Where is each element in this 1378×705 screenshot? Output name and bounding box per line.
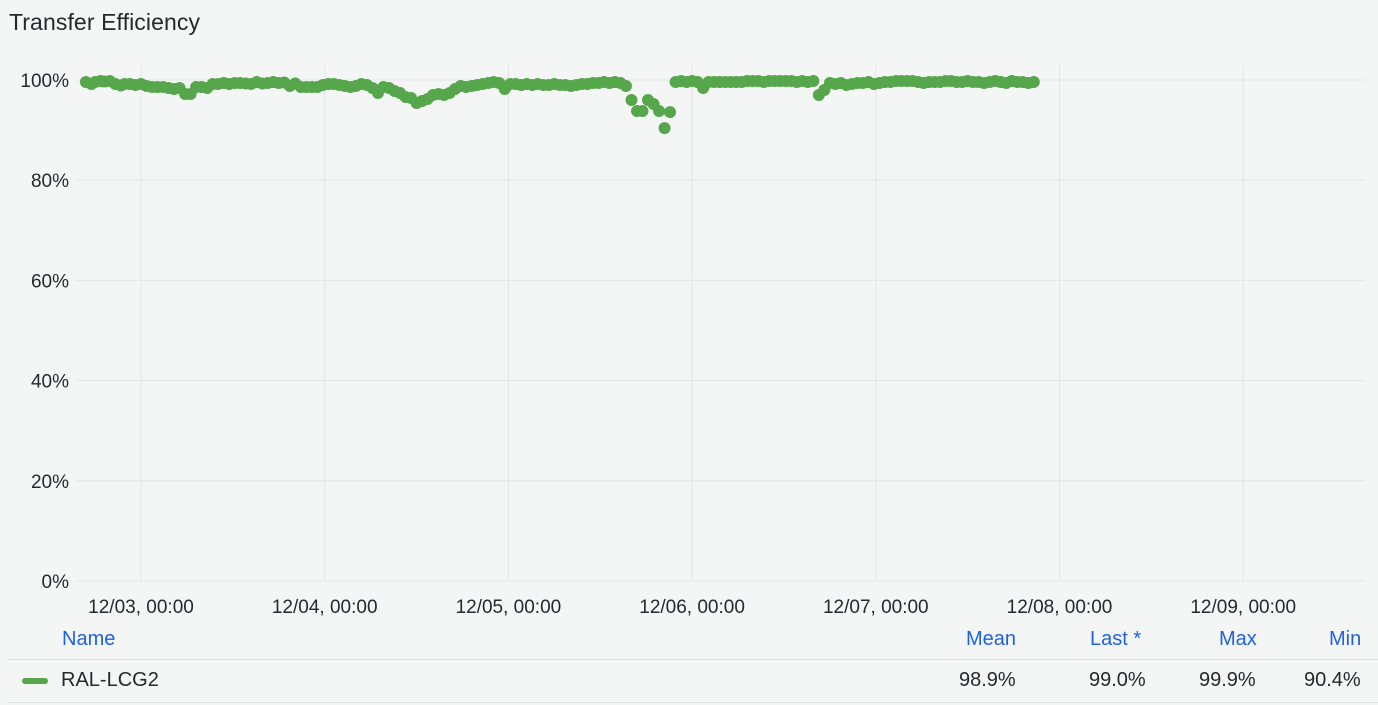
- legend-series-name[interactable]: RAL-LCG2: [61, 669, 159, 691]
- legend-last-value: 99.0%: [1089, 669, 1146, 691]
- y-tick-label: 20%: [31, 472, 69, 493]
- y-tick-label: 100%: [20, 71, 69, 92]
- series-points: [79, 75, 1040, 135]
- data-point: [658, 122, 671, 135]
- legend-min-value: 90.4%: [1304, 669, 1361, 691]
- x-tick-label: 12/09, 00:00: [1190, 597, 1296, 618]
- y-tick-label: 80%: [31, 171, 69, 192]
- data-point: [636, 105, 649, 118]
- x-tick-label: 12/07, 00:00: [823, 597, 929, 618]
- series-color-swatch[interactable]: [22, 678, 48, 684]
- legend-name-header[interactable]: Name: [62, 628, 116, 650]
- x-tick-label: 12/06, 00:00: [639, 597, 745, 618]
- legend-row[interactable]: RAL-LCG2 98.9% 99.0% 99.9% 90.4%: [0, 662, 1378, 700]
- x-tick-label: 12/03, 00:00: [88, 597, 194, 618]
- y-tick-label: 60%: [31, 271, 69, 292]
- data-point: [619, 80, 632, 93]
- y-tick-label: 0%: [42, 572, 70, 593]
- y-axis: 0% 20% 40% 60% 80% 100%: [20, 71, 69, 593]
- legend-max-header[interactable]: Max: [1219, 628, 1257, 650]
- legend-mean-value: 98.9%: [959, 669, 1016, 691]
- legend-bottom-border: [8, 702, 1378, 703]
- data-point: [664, 106, 677, 119]
- scatter-chart: 0% 20% 40% 60% 80% 100% 12/03, 00:00 12/04, 00…: [20, 66, 1365, 618]
- panel-title: Transfer Efficiency: [9, 9, 201, 35]
- data-point: [1027, 76, 1040, 89]
- legend-mean-header[interactable]: Mean: [966, 628, 1017, 650]
- legend-min-header[interactable]: Min: [1329, 628, 1362, 650]
- legend-max-value: 99.9%: [1199, 669, 1256, 691]
- legend-divider: [8, 659, 1378, 660]
- legend-last-header[interactable]: Last *: [1090, 628, 1142, 650]
- x-tick-label: 12/08, 00:00: [1007, 597, 1113, 618]
- x-tick-label: 12/04, 00:00: [272, 597, 378, 618]
- data-point: [807, 75, 820, 88]
- y-tick-label: 40%: [31, 372, 69, 393]
- chart-grid: [76, 66, 1365, 582]
- legend-header: Name Mean Last * Max Min: [0, 624, 1378, 658]
- x-axis: 12/03, 00:00 12/04, 00:00 12/05, 00:00 12/0…: [88, 597, 1296, 618]
- data-point: [625, 94, 638, 107]
- x-tick-label: 12/05, 00:00: [456, 597, 562, 618]
- data-point: [653, 105, 666, 118]
